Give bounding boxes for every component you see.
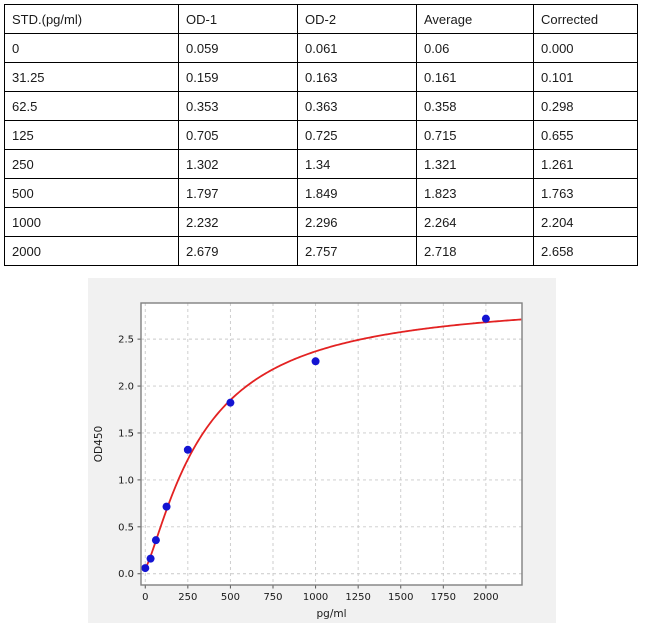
- y-tick-label: 1.5: [118, 428, 134, 439]
- x-axis-label: pg/ml: [316, 608, 346, 620]
- y-tick-label: 2.5: [118, 335, 134, 346]
- table-cell: 1000: [4, 207, 179, 237]
- x-tick-label: 1500: [388, 592, 413, 603]
- data-point: [311, 357, 320, 366]
- table-cell: 0.725: [297, 120, 417, 150]
- table-row: 0 0.059 0.061 0.06 0.000: [4, 33, 638, 63]
- table-cell: 62.5: [4, 91, 179, 121]
- table-body: 0 0.059 0.061 0.06 0.000 31.25 0.159 0.163 0.161…: [4, 33, 638, 266]
- table-cell: 0.163: [297, 62, 417, 92]
- data-point: [162, 502, 171, 511]
- table-cell: 0.06: [416, 33, 534, 63]
- y-tick-label: 1.0: [118, 475, 134, 486]
- table-cell: 0.715: [416, 120, 534, 150]
- column-header-od-1: OD-1: [178, 4, 298, 34]
- table-cell: 2.264: [416, 207, 534, 237]
- standard-curve-figure: 0 250 500 750 1000 1250 1500 1750 2000 0.0 0.5 1.0 1…: [88, 278, 556, 623]
- table-cell: 1.302: [178, 149, 298, 179]
- table-cell: 0.655: [533, 120, 638, 150]
- data-point: [481, 314, 490, 323]
- table-row: 1000 2.232 2.296 2.264 2.204: [4, 207, 638, 237]
- x-tick-label: 1000: [303, 592, 328, 603]
- table-cell: 1.321: [416, 149, 534, 179]
- table-cell: 0.298: [533, 91, 638, 121]
- table-row: 62.5 0.353 0.363 0.358 0.298: [4, 91, 638, 121]
- data-point: [183, 445, 192, 454]
- column-header-average: Average: [416, 4, 534, 34]
- table-cell: 0.705: [178, 120, 298, 150]
- table-cell: 0.000: [533, 33, 638, 63]
- table-row: 250 1.302 1.34 1.321 1.261: [4, 149, 638, 179]
- table-cell: 0.059: [178, 33, 298, 63]
- table-cell: 0.358: [416, 91, 534, 121]
- x-tick-label: 0: [142, 592, 148, 603]
- table-cell: 2.757: [297, 236, 417, 266]
- data-point: [146, 554, 155, 563]
- x-tick-label: 500: [221, 592, 240, 603]
- table-cell: 1.261: [533, 149, 638, 179]
- table-header: STD.(pg/ml) OD-1 OD-2 Average Corrected: [4, 4, 638, 34]
- table-row: 500 1.797 1.849 1.823 1.763: [4, 178, 638, 208]
- table-header-row: STD.(pg/ml) OD-1 OD-2 Average Corrected: [4, 4, 638, 34]
- table-cell: 2.296: [297, 207, 417, 237]
- y-axis-label: OD450: [93, 426, 105, 462]
- table-cell: 1.849: [297, 178, 417, 208]
- table-cell: 31.25: [4, 62, 179, 92]
- table-cell: 500: [4, 178, 179, 208]
- table-cell: 0: [4, 33, 179, 63]
- table-cell: 1.763: [533, 178, 638, 208]
- table-row: 125 0.705 0.725 0.715 0.655: [4, 120, 638, 150]
- table-cell: 2.718: [416, 236, 534, 266]
- table-cell: 0.363: [297, 91, 417, 121]
- table-cell: 0.159: [178, 62, 298, 92]
- table-cell: 1.797: [178, 178, 298, 208]
- column-header-corrected: Corrected: [533, 4, 638, 34]
- standard-curve-table: STD.(pg/ml) OD-1 OD-2 Average Corrected 0 0.0…: [4, 4, 638, 266]
- x-tick-label: 1250: [345, 592, 370, 603]
- table-cell: 0.161: [416, 62, 534, 92]
- table-cell: 0.353: [178, 91, 298, 121]
- plot-area: [141, 303, 522, 585]
- column-header-std-pg-ml-: STD.(pg/ml): [4, 4, 179, 34]
- x-tick-label: 1750: [431, 592, 456, 603]
- table-cell: 2000: [4, 236, 179, 266]
- table-cell: 0.061: [297, 33, 417, 63]
- fit-curve: [144, 318, 522, 569]
- data-point: [226, 398, 235, 407]
- table-cell: 2.679: [178, 236, 298, 266]
- y-tick-label: 0.5: [118, 522, 134, 533]
- standard-curve-plot: 0 250 500 750 1000 1250 1500 1750 2000 0.0 0.5 1.0 1…: [93, 302, 523, 620]
- table-row: 2000 2.679 2.757 2.718 2.658: [4, 236, 638, 266]
- data-point: [151, 536, 160, 545]
- y-tick-label: 0.0: [118, 569, 134, 580]
- table-cell: 0.101: [533, 62, 638, 92]
- table-cell: 2.232: [178, 207, 298, 237]
- table-cell: 1.823: [416, 178, 534, 208]
- table-cell: 250: [4, 149, 179, 179]
- column-header-od-2: OD-2: [297, 4, 417, 34]
- plot-frame: [140, 302, 523, 586]
- table-cell: 1.34: [297, 149, 417, 179]
- table-cell: 2.204: [533, 207, 638, 237]
- table-cell: 125: [4, 120, 179, 150]
- x-tick-label: 750: [263, 592, 282, 603]
- y-tick-label: 2.0: [118, 382, 134, 393]
- x-tick-label: 2000: [473, 592, 498, 603]
- x-tick-label: 250: [178, 592, 197, 603]
- data-point: [141, 564, 150, 573]
- table-row: 31.25 0.159 0.163 0.161 0.101: [4, 62, 638, 92]
- table-cell: 2.658: [533, 236, 638, 266]
